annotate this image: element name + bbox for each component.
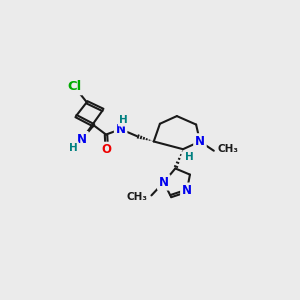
Text: N: N [159,176,169,189]
Text: O: O [102,143,112,157]
Text: N: N [77,133,87,146]
Text: CH₃: CH₃ [218,144,239,154]
Text: N: N [195,135,205,148]
Text: N: N [116,123,126,136]
Text: CH₃: CH₃ [127,192,148,202]
Text: Cl: Cl [67,80,82,93]
Text: H: H [68,143,77,153]
Text: N: N [182,184,192,197]
Text: H: H [185,152,194,162]
Text: H: H [119,115,128,125]
